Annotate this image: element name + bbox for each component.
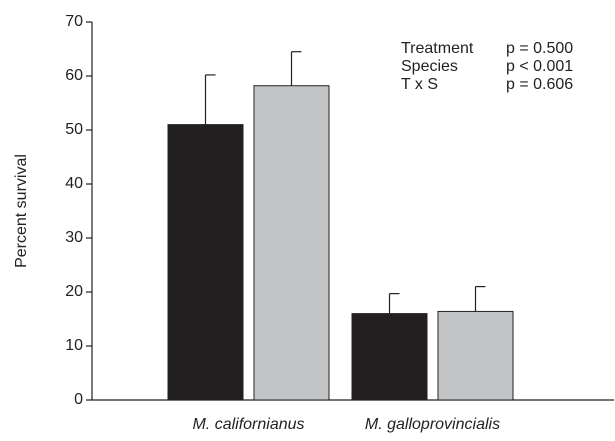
y-tick-label: 50: [65, 121, 83, 138]
y-tick-label: 20: [65, 283, 83, 300]
bar: [437, 310, 514, 401]
y-tick-label: 30: [65, 229, 83, 246]
annotation: Treatment: [401, 40, 474, 57]
y-tick-label: 60: [65, 67, 83, 84]
bar: [167, 124, 244, 401]
annotation: Species: [401, 58, 458, 75]
annotation: p = 0.606: [506, 76, 573, 93]
y-tick-label: 40: [65, 175, 83, 192]
y-tick-label: 10: [65, 337, 83, 354]
bar: [253, 85, 330, 401]
x-tick-label: M. californianus: [192, 416, 304, 433]
x-tick-label: M. galloprovincialis: [365, 416, 500, 433]
annotation: p = 0.500: [506, 40, 573, 57]
bar: [351, 313, 428, 401]
annotation: p < 0.001: [506, 58, 573, 75]
y-tick-label: 0: [74, 391, 83, 408]
y-tick-label: 70: [65, 13, 83, 30]
y-axis-label: Percent survival: [13, 154, 30, 268]
annotation: T x S: [401, 76, 438, 93]
